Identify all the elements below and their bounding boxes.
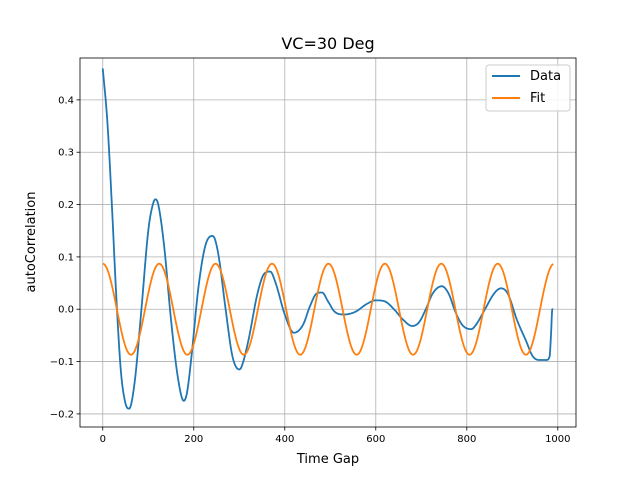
y-tick-label: 0.3 — [58, 148, 74, 159]
x-tick-label: 400 — [275, 434, 294, 445]
y-tick-label: 0.4 — [58, 95, 74, 106]
x-tick-label: 800 — [457, 434, 476, 445]
y-tick-label: 0.2 — [58, 200, 74, 211]
plot-frame — [79, 57, 577, 428]
y-tick-label: −0.2 — [50, 409, 74, 420]
legend: Data Fit — [485, 64, 571, 112]
y-axis-label: autoCorrelation — [24, 192, 39, 293]
data-series-line — [101, 68, 555, 410]
y-tick-label: −0.1 — [50, 357, 74, 368]
legend-label-data: Data — [530, 69, 561, 84]
x-tick-label: 0 — [100, 434, 106, 445]
x-axis-label: Time Gap — [296, 452, 359, 467]
x-tick-label: 1000 — [545, 434, 570, 445]
grid — [80, 58, 576, 427]
y-tick-label: 0.1 — [58, 252, 74, 263]
chart-title: VC=30 Deg — [281, 34, 374, 53]
x-tick-label: 600 — [366, 434, 385, 445]
y-tick-label: 0.0 — [58, 305, 74, 316]
axes: 0 200 400 600 800 1000 −0.2 −0.1 0.0 0.1 0.2 0.3 0.4 — [50, 95, 571, 445]
plot-area — [101, 68, 555, 410]
legend-label-fit: Fit — [530, 91, 545, 106]
x-tick-label: 200 — [184, 434, 203, 445]
fit-series-line — [102, 262, 554, 356]
